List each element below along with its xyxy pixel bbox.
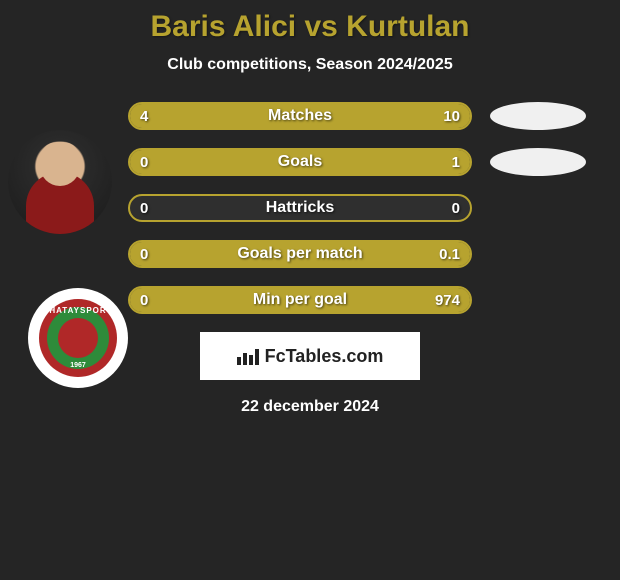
opponent-avatar-placeholder — [490, 148, 586, 176]
stat-label: Hattricks — [130, 196, 470, 220]
report-date: 22 december 2024 — [0, 398, 620, 416]
club-badge-inner: HATAYSPOR 1967 — [39, 299, 117, 377]
stat-row: 00.1Goals per match — [0, 240, 620, 268]
stat-label: Goals per match — [130, 242, 470, 266]
stat-bar: 01Goals — [128, 148, 472, 176]
stat-label: Matches — [130, 104, 470, 128]
logo-text: FcTables.com — [265, 346, 384, 367]
stat-right-col — [472, 148, 620, 176]
stats-rows: 410Matches 01Goals 00Hattricks 00.1Goals pe… — [0, 102, 620, 314]
badge-year: 1967 — [39, 362, 117, 369]
source-logo: FcTables.com — [200, 332, 420, 380]
badge-text: HATAYSPOR — [39, 306, 117, 315]
stats-card: Baris Alici vs Kurtulan Club competition… — [0, 0, 620, 416]
logo-chart-icon — [237, 347, 259, 365]
stat-row: 01Goals — [0, 148, 620, 176]
page-title: Baris Alici vs Kurtulan — [0, 10, 620, 44]
stat-label: Min per goal — [130, 288, 470, 312]
stat-bar: 0974Min per goal — [128, 286, 472, 314]
stat-row: 410Matches — [0, 102, 620, 130]
stat-bar: 00Hattricks — [128, 194, 472, 222]
stat-label: Goals — [130, 150, 470, 174]
stat-row: 00Hattricks — [0, 194, 620, 222]
opponent-avatar-placeholder — [490, 102, 586, 130]
stat-bar: 00.1Goals per match — [128, 240, 472, 268]
stat-bar: 410Matches — [128, 102, 472, 130]
stat-right-col — [472, 102, 620, 130]
page-subtitle: Club competitions, Season 2024/2025 — [0, 56, 620, 74]
